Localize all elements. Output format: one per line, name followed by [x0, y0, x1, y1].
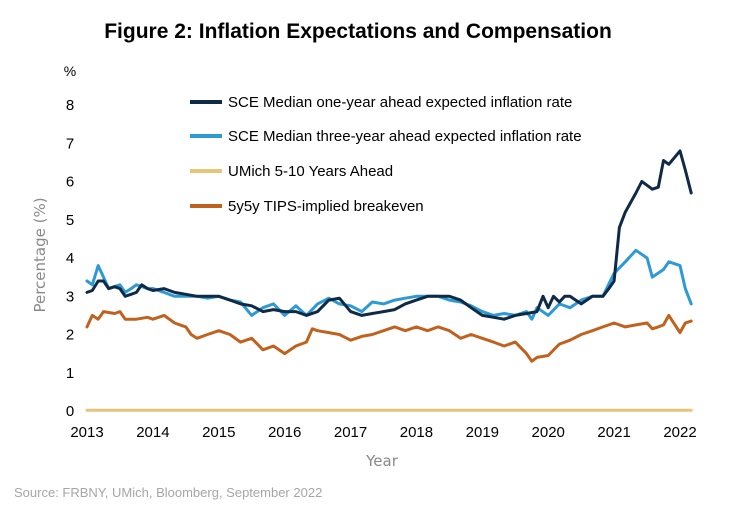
y-tick-label: 2 — [66, 327, 74, 344]
series-line-sce-1y — [85, 149, 693, 321]
x-tick-label: 2020 — [532, 424, 565, 441]
legend: SCE Median one-year ahead expected infla… — [190, 94, 582, 215]
x-tick-label: 2022 — [663, 424, 696, 441]
source-note: Source: FRBNY, UMich, Bloomberg, Septemb… — [14, 485, 322, 500]
y-axis-label: Percentage (%) — [31, 197, 49, 312]
x-axis-label: Year — [365, 452, 399, 470]
x-tick-label: 2018 — [400, 424, 433, 441]
legend-label-umich: UMich 5-10 Years Ahead — [228, 163, 393, 180]
y-tick-label: 6 — [66, 174, 74, 191]
y-tick-label: 8 — [66, 97, 74, 114]
legend-label-5y5y: 5y5y TIPS-implied breakeven — [228, 198, 424, 215]
x-tick-label: 2015 — [202, 424, 235, 441]
legend-label-sce-1y: SCE Median one-year ahead expected infla… — [228, 94, 572, 111]
x-tick-label: 2013 — [70, 424, 103, 441]
x-tick-label: 2014 — [136, 424, 169, 441]
legend-label-sce-3y: SCE Median three-year ahead expected inf… — [228, 128, 582, 145]
x-axis: 2013 2014 2015 2016 2017 2018 2019 2020 2021 2022 — [70, 424, 696, 441]
plot-area — [85, 149, 693, 412]
y-tick-label: 0 — [66, 403, 74, 420]
y-tick-label: 5 — [66, 212, 74, 229]
y-axis: 0 1 2 3 4 5 6 7 8 — [66, 97, 74, 420]
series-line-sce-3y — [85, 248, 693, 321]
x-tick-label: 2016 — [268, 424, 301, 441]
y-tick-label: 3 — [66, 288, 74, 305]
y-tick-label: 1 — [66, 365, 74, 382]
x-tick-label: 2019 — [466, 424, 499, 441]
y-tick-label: 4 — [66, 250, 74, 267]
series-line-5y5y — [85, 310, 693, 363]
x-tick-label: 2017 — [334, 424, 367, 441]
x-tick-label: 2021 — [597, 424, 630, 441]
y-tick-label: 7 — [66, 135, 74, 152]
chart-title: Figure 2: Inflation Expectations and Com… — [104, 20, 612, 43]
y-unit-label: % — [64, 63, 76, 79]
